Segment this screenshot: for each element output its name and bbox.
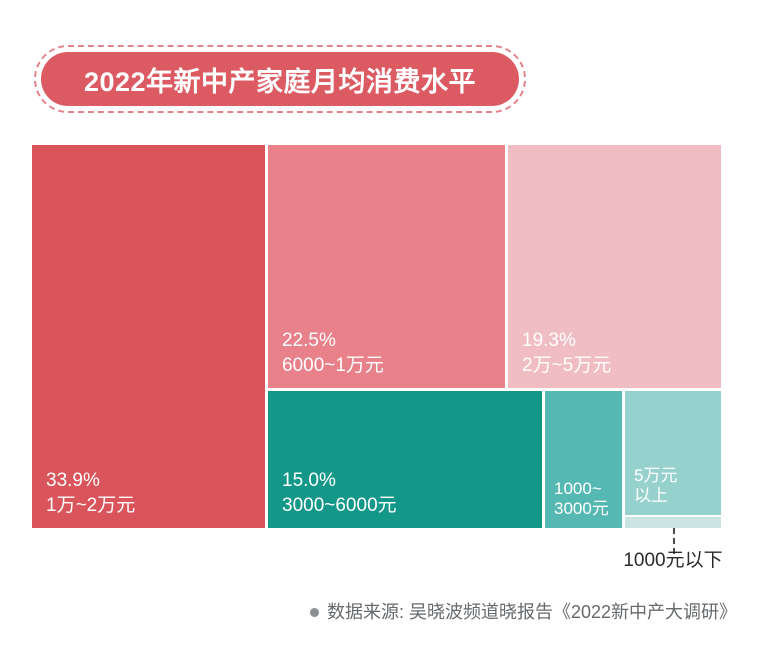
treemap-cell-labels: 22.5% 6000~1万元: [282, 328, 384, 378]
treemap-cell-name-line2: 以上: [634, 486, 668, 506]
treemap-cell-percent: 15.0%: [282, 469, 336, 491]
treemap-chart: 33.9% 1万~2万元 22.5% 6000~1万元 19.3% 2万~5万元…: [32, 145, 721, 528]
treemap-cell-labels: 5万元 以上: [634, 466, 677, 507]
treemap-cell-3000-6000[interactable]: 15.0% 3000~6000元: [268, 391, 542, 528]
title-pill: 2022年新中产家庭月均消费水平: [41, 52, 519, 106]
treemap-cell-1man-2man[interactable]: 33.9% 1万~2万元: [32, 145, 265, 528]
source-note: 数据来源: 吴晓波频道晓报告《2022新中产大调研》: [0, 598, 777, 624]
title-dashed-outline: [34, 45, 526, 113]
page-title: 2022年新中产家庭月均消费水平: [83, 66, 477, 97]
treemap-cell-name-line1: 5万元: [634, 465, 678, 485]
bullet-icon: [309, 608, 319, 617]
treemap-cell-labels: 33.9% 1万~2万元: [46, 468, 135, 518]
treemap-cell-name: 1万~2万元: [46, 494, 136, 516]
treemap-cell-labels: 19.3% 2万~5万元: [522, 328, 611, 378]
treemap-cell-percent: 19.3%: [522, 329, 576, 351]
treemap-cell-name-line2: 3000元: [554, 499, 609, 519]
treemap-cell-labels: 15.0% 3000~6000元: [282, 468, 397, 518]
treemap-cell-name: 3000~6000元: [282, 494, 397, 516]
treemap-cell-name: 6000~1万元: [282, 354, 384, 376]
treemap-cell-labels: 1000~ 3000元: [554, 479, 609, 520]
callout-leader-line: [673, 528, 675, 554]
treemap-cell-percent: 33.9%: [46, 469, 100, 491]
treemap-cell-5man-above[interactable]: 5万元 以上: [625, 391, 721, 515]
treemap-cell-name-line1: 1000~: [554, 478, 602, 498]
callout-label-below-1000: 1000元以下: [623, 550, 723, 571]
treemap-cell-percent: 22.5%: [282, 329, 336, 351]
treemap-cell-below-1000[interactable]: [625, 517, 721, 528]
treemap-cell-1000-3000[interactable]: 1000~ 3000元: [545, 391, 622, 528]
treemap-cell-2man-5man[interactable]: 19.3% 2万~5万元: [508, 145, 721, 388]
source-note-text: 数据来源: 吴晓波频道晓报告《2022新中产大调研》: [326, 602, 737, 622]
treemap-cell-6000-1man[interactable]: 22.5% 6000~1万元: [268, 145, 505, 388]
chart-title-badge: 2022年新中产家庭月均消费水平: [34, 45, 526, 113]
treemap-cell-name: 2万~5万元: [522, 354, 612, 376]
